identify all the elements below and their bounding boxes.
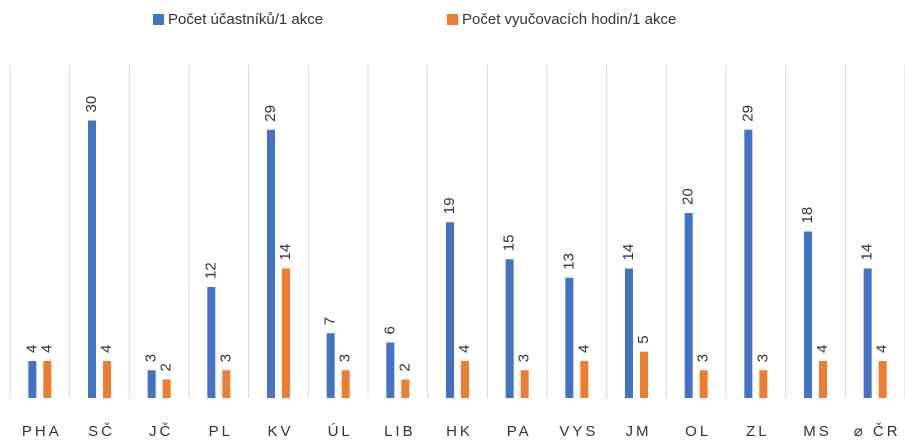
- x-tick-label: HK: [446, 423, 473, 440]
- bar: [207, 287, 216, 398]
- data-label: 4: [456, 345, 473, 353]
- bar: [341, 370, 350, 398]
- legend-swatch: [447, 14, 458, 25]
- bar: [565, 277, 574, 398]
- bar: [43, 361, 52, 398]
- data-label: 19: [441, 198, 458, 215]
- data-label: 29: [739, 105, 756, 122]
- data-label: 4: [23, 345, 40, 353]
- data-label: 13: [560, 253, 577, 270]
- bar: [401, 379, 410, 398]
- x-tick-label: ZL: [746, 423, 770, 440]
- bar: [88, 120, 96, 398]
- data-label: 3: [516, 354, 533, 362]
- data-label: 4: [575, 345, 592, 353]
- data-label: 3: [695, 354, 712, 362]
- bar: [684, 213, 693, 398]
- data-label: 4: [98, 345, 115, 353]
- bar: [28, 361, 37, 398]
- data-label: 7: [322, 317, 339, 325]
- bar: [326, 333, 335, 398]
- data-label: 12: [202, 262, 219, 279]
- data-label: 6: [381, 326, 398, 334]
- bar: [446, 222, 454, 398]
- data-label: 4: [814, 345, 831, 353]
- x-tick-label: SČ: [88, 423, 115, 440]
- bar: [282, 268, 290, 398]
- data-label: 14: [620, 244, 637, 261]
- legend-label: Počet účastníků/1 akce: [168, 11, 323, 28]
- bar: [162, 379, 171, 398]
- data-label: 14: [277, 244, 294, 261]
- bar: [878, 361, 887, 398]
- data-label: 5: [635, 335, 652, 343]
- x-tick-label: JČ: [149, 423, 173, 440]
- legend-swatch: [153, 14, 164, 25]
- x-tick-label: PA: [507, 423, 532, 440]
- data-label: 20: [680, 188, 697, 205]
- x-tick-label: ÚL: [328, 423, 353, 440]
- bar: [744, 129, 753, 398]
- bar: [863, 268, 872, 398]
- bar: [759, 370, 768, 398]
- data-label: 14: [859, 244, 876, 261]
- data-label: 29: [262, 105, 279, 122]
- bar: [640, 351, 648, 398]
- x-tick-label: LIB: [384, 423, 416, 440]
- bar: [819, 361, 827, 398]
- bar: [699, 370, 708, 398]
- bar: [267, 129, 275, 398]
- data-label: 30: [83, 96, 100, 113]
- x-tick-label: JM: [626, 423, 652, 440]
- bar: [147, 370, 156, 398]
- bar: [625, 268, 633, 398]
- bar: [505, 259, 514, 398]
- data-label: 4: [874, 345, 891, 353]
- data-label: 15: [501, 235, 518, 252]
- x-tick-label: VYS: [559, 423, 598, 440]
- data-label: 18: [799, 207, 816, 224]
- bar: [461, 361, 469, 398]
- bar: [386, 342, 395, 398]
- bar: [103, 361, 111, 398]
- data-label: 3: [754, 354, 771, 362]
- data-label: 2: [396, 363, 413, 371]
- bar: [222, 370, 231, 398]
- x-tick-label: PL: [209, 423, 233, 440]
- data-label: 3: [337, 354, 354, 362]
- data-label: 2: [158, 363, 175, 371]
- legend-label: Počet vyučovacích hodin/1 akce: [462, 11, 676, 28]
- data-label: 3: [217, 354, 234, 362]
- bar: [520, 370, 529, 398]
- x-tick-label: MS: [803, 423, 832, 440]
- data-label: 3: [143, 354, 160, 362]
- data-label: 4: [38, 345, 55, 353]
- x-tick-label: OL: [685, 423, 711, 440]
- x-tick-label: ⌀ ČR: [854, 423, 901, 440]
- bar: [580, 361, 589, 398]
- bar: [804, 231, 812, 398]
- x-tick-label: KV: [267, 423, 293, 440]
- x-tick-label: PHA: [22, 423, 62, 440]
